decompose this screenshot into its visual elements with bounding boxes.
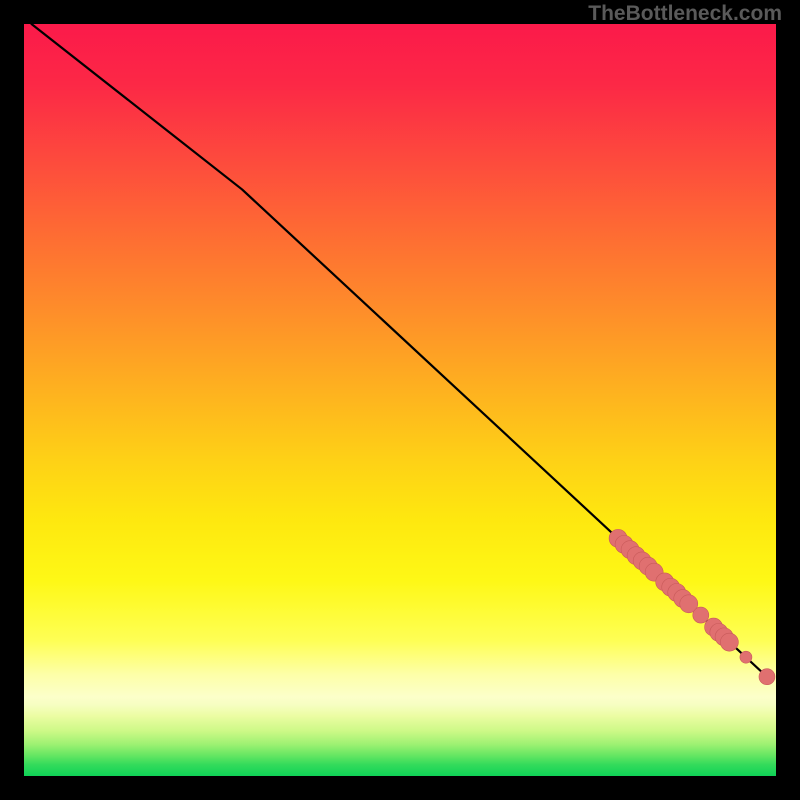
data-marker (759, 669, 775, 685)
chart-overlay (24, 24, 776, 776)
plot-area (24, 24, 776, 776)
data-marker (693, 607, 709, 623)
data-marker (720, 633, 738, 651)
watermark-text: TheBottleneck.com (588, 2, 782, 26)
data-marker (740, 651, 752, 663)
